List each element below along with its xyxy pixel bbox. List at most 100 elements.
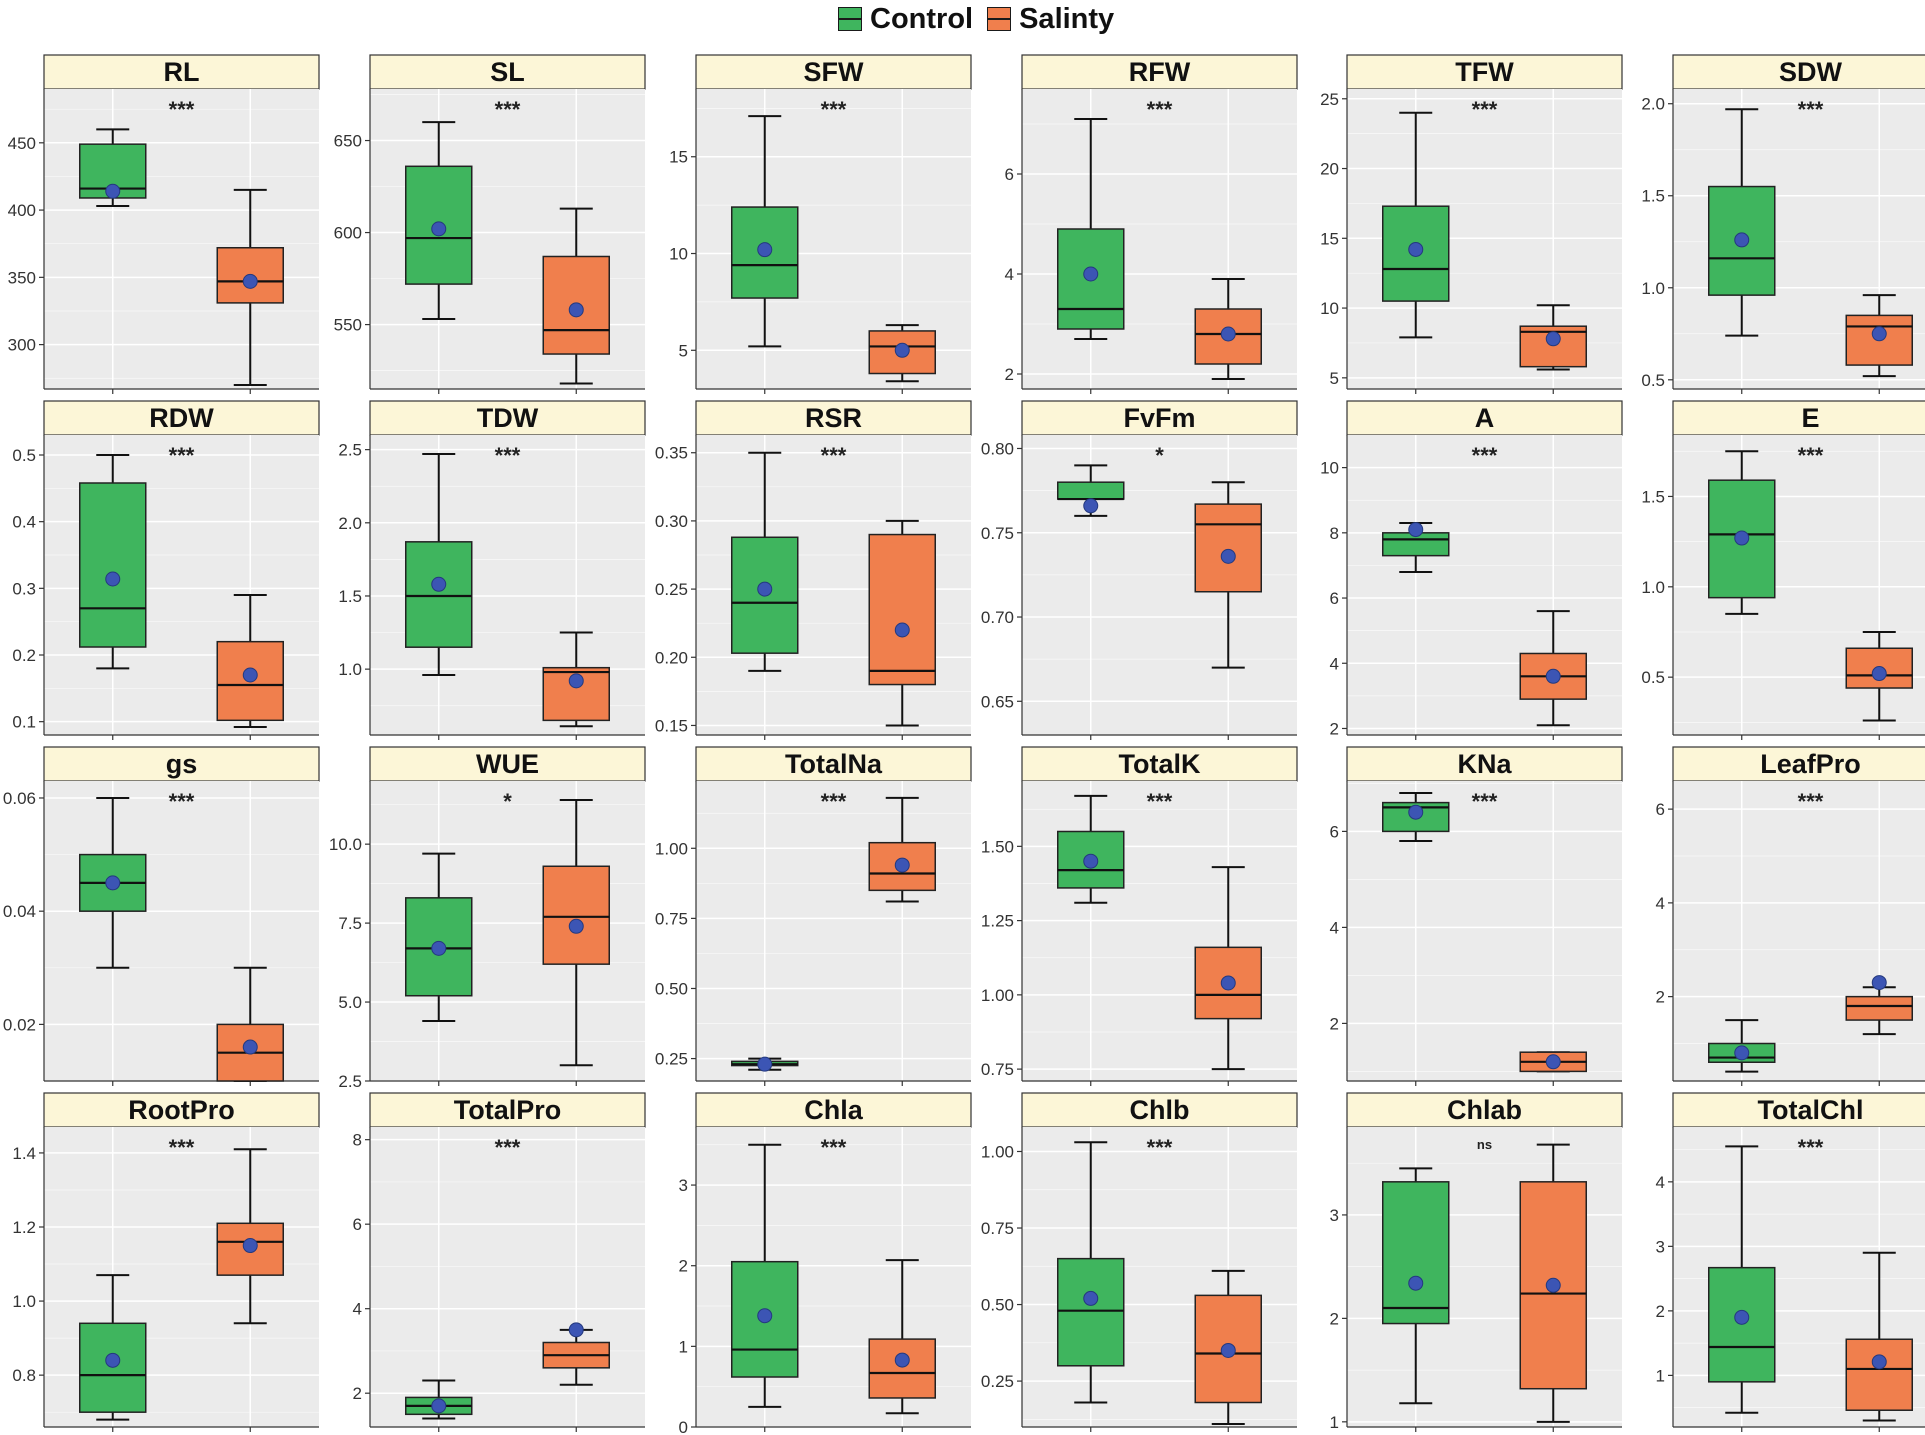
box-rl-salinity	[216, 188, 284, 386]
y-tick-label: 4	[1656, 1173, 1665, 1192]
legend-swatch-control	[838, 7, 862, 31]
facet-sl: SL 550 600 650 ***	[334, 54, 646, 394]
y-tick-label: 4	[1330, 918, 1339, 937]
facet-title-sdw: SDW	[1779, 57, 1843, 87]
y-tick-label: 0.8	[12, 1366, 36, 1385]
mean-point	[1545, 331, 1561, 347]
y-tick-label: 1.0	[338, 660, 362, 679]
panel-bg-leafpro	[1673, 781, 1925, 1081]
y-tick-label: 0.35	[655, 444, 688, 463]
mean-point	[894, 342, 910, 358]
panel-bg-rl	[44, 89, 319, 389]
y-tick-label: 1.2	[12, 1218, 36, 1237]
box-kna-salinity	[1519, 1051, 1587, 1073]
y-tick-label: 4	[1656, 894, 1665, 913]
y-tick-label: 20	[1320, 160, 1339, 179]
box-iqr	[1057, 1257, 1125, 1367]
y-tick-label: 300	[8, 336, 36, 355]
facet-leafpro: LeafPro 2 4 6 ***	[1656, 746, 1925, 1086]
facet-title-rfw: RFW	[1129, 57, 1191, 87]
mean-point	[894, 857, 910, 873]
y-tick-label: 0.50	[981, 1296, 1014, 1315]
facet-strip-rl	[43, 54, 320, 90]
mean-point	[105, 571, 121, 587]
facet-totalna: TotalNa 0.25 0.50 0.75 1.00 ***	[655, 746, 972, 1086]
facet-gs: gs 0.02 0.04 0.06 ***	[3, 746, 320, 1086]
mean-point	[1220, 975, 1236, 991]
significance-label: ***	[821, 1135, 847, 1160]
facet-title-rdw: RDW	[149, 403, 214, 433]
significance-label: ***	[1798, 443, 1824, 468]
box-tdw-salinity	[542, 631, 610, 728]
y-tick-label: 2.5	[338, 441, 362, 460]
facet-title-tfw: TFW	[1455, 57, 1514, 87]
box-iqr	[1194, 503, 1262, 593]
facet-tdw: TDW 1.0 1.5 2.0 2.5 ***	[338, 400, 646, 740]
facet-e: E 0.5 1.0 1.5 ***	[1641, 400, 1925, 740]
facet-strip-totalk	[1021, 746, 1298, 782]
mean-point	[105, 875, 121, 891]
mean-point	[1545, 668, 1561, 684]
y-tick-label: 2	[1656, 1302, 1665, 1321]
box-chlb-control	[1057, 1141, 1125, 1404]
facet-strip-sfw	[695, 54, 972, 90]
box-rsr-control	[731, 451, 799, 672]
mean-point	[1408, 804, 1424, 820]
box-tdw-control	[405, 453, 473, 676]
facet-a: A 2 4 6 8 10 ***	[1320, 400, 1623, 740]
y-tick-label: 0.50	[655, 979, 688, 998]
y-tick-label: 0.15	[655, 716, 688, 735]
significance-label: ***	[169, 789, 195, 814]
y-tick-label: 2	[1005, 365, 1014, 384]
y-tick-label: 0.06	[3, 789, 36, 808]
facet-strip-tfw	[1346, 54, 1623, 90]
y-tick-label: 0.02	[3, 1015, 36, 1034]
significance-label: ***	[1472, 97, 1498, 122]
y-tick-label: 0.70	[981, 608, 1014, 627]
mean-point	[894, 622, 910, 638]
significance-label: ***	[169, 443, 195, 468]
mean-point	[757, 581, 773, 597]
facet-strip-totalna	[695, 746, 972, 782]
facet-strip-leafpro	[1672, 746, 1925, 782]
facet-rfw: RFW 2 4 6 ***	[1005, 54, 1298, 394]
y-tick-label: 0.75	[981, 1060, 1014, 1079]
y-tick-label: 1	[679, 1337, 688, 1356]
y-tick-label: 0.3	[12, 579, 36, 598]
box-iqr	[868, 533, 936, 686]
y-tick-label: 0.04	[3, 902, 36, 921]
significance-label: ***	[1798, 97, 1824, 122]
y-tick-label: 1	[1330, 1413, 1339, 1432]
box-gs-control	[79, 796, 147, 969]
significance-label: ***	[1798, 1135, 1824, 1160]
facet-totalchl: TotalChl 1 2 3 4 ***	[1656, 1092, 1925, 1432]
box-leafpro-salinity	[1845, 975, 1913, 1036]
y-tick-label: 15	[669, 148, 688, 167]
y-tick-label: 5	[679, 341, 688, 360]
facet-title-sfw: SFW	[804, 57, 865, 87]
box-totalpro-control	[405, 1379, 473, 1420]
y-tick-label: 3	[679, 1176, 688, 1195]
box-iqr	[1382, 1181, 1450, 1325]
facet-title-wue: WUE	[476, 749, 539, 779]
mean-point	[757, 1308, 773, 1324]
y-tick-label: 10	[669, 245, 688, 264]
y-tick-label: 1.4	[12, 1144, 36, 1163]
facet-sfw: SFW 5 10 15 ***	[669, 54, 972, 394]
y-tick-label: 2.0	[1641, 95, 1665, 114]
box-chlb-salinity	[1194, 1269, 1262, 1425]
y-tick-label: 1.00	[981, 986, 1014, 1005]
y-tick-label: 5.0	[338, 993, 362, 1012]
mean-point	[1083, 1290, 1099, 1306]
facet-strip-kna	[1346, 746, 1623, 782]
facet-title-rootpro: RootPro	[128, 1095, 234, 1125]
box-chlab-salinity	[1519, 1143, 1587, 1423]
facet-strip-wue	[369, 746, 646, 782]
y-tick-label: 0.75	[981, 1219, 1014, 1238]
facet-strip-totalchl	[1672, 1092, 1925, 1128]
box-chla-control	[731, 1143, 799, 1408]
mean-point	[1545, 1054, 1561, 1070]
mean-point	[1734, 1309, 1750, 1325]
y-tick-label: 0.4	[12, 513, 36, 532]
